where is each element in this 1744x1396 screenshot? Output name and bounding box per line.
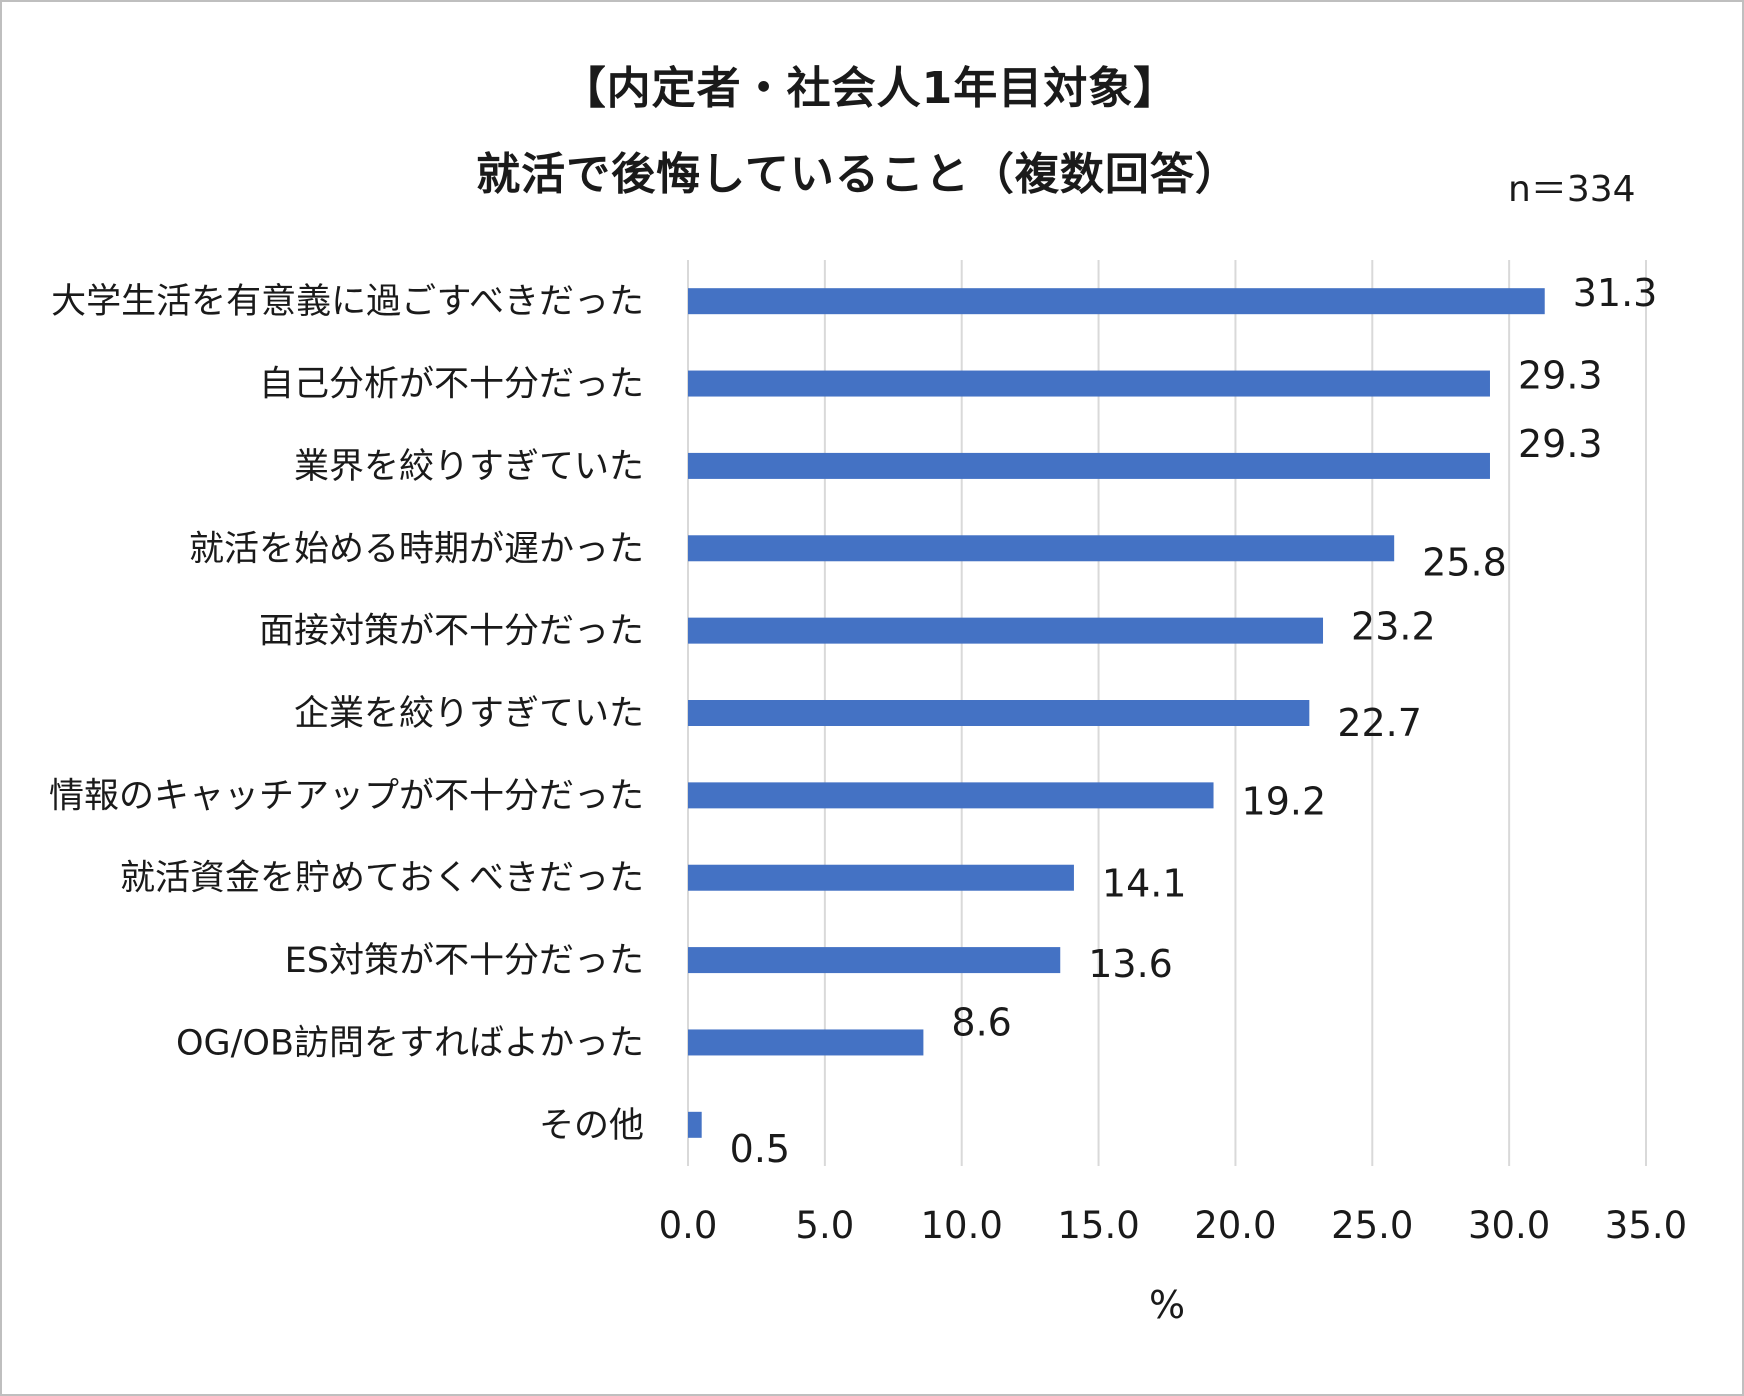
category-label: 大学生活を有意義に過ごすべきだった [51, 282, 644, 322]
bar [688, 1111, 702, 1138]
category-label: ES対策が不十分だった [285, 941, 644, 981]
category-labels: 大学生活を有意義に過ごすべきだった自己分析が不十分だった業界を絞りすぎていた就活… [49, 282, 644, 1146]
x-axis-label: % [1149, 1283, 1185, 1327]
bar [688, 617, 1324, 644]
value-label: 19.2 [1242, 779, 1327, 823]
bar [688, 288, 1545, 315]
value-label: 14.1 [1102, 862, 1187, 906]
bar [688, 864, 1074, 891]
x-tick-label: 20.0 [1194, 1204, 1276, 1247]
value-label: 13.6 [1088, 942, 1173, 986]
x-tick-label: 5.0 [795, 1204, 854, 1247]
x-tick-label: 25.0 [1331, 1204, 1413, 1247]
value-label: 29.3 [1518, 422, 1603, 466]
bar [688, 370, 1490, 397]
value-label: 25.8 [1422, 540, 1507, 584]
x-tick-labels: 0.0 5.0 10.0 15.0 20.0 25.0 30.0 35.0 [659, 1204, 1688, 1247]
value-label: 23.2 [1351, 605, 1436, 649]
value-label: 0.5 [730, 1127, 790, 1171]
category-label: 企業を絞りすぎていた [294, 694, 644, 734]
category-label: 業界を絞りすぎていた [294, 447, 644, 487]
category-label: 就活資金を貯めておくべきだった [120, 859, 644, 899]
x-tick-label: 0.0 [659, 1204, 718, 1247]
sample-size-label: n＝334 [1508, 169, 1636, 210]
category-label: 面接対策が不十分だった [259, 612, 644, 652]
value-label: 31.3 [1573, 271, 1658, 315]
value-label: 22.7 [1337, 701, 1422, 745]
category-label: 情報のキャッチアップが不十分だった [49, 776, 644, 816]
bar [688, 947, 1061, 974]
category-label: 自己分析が不十分だった [259, 365, 644, 405]
value-labels: 31.3 29.3 29.3 25.8 23.2 22.719.2 14.1 13.6 8.6 0… [730, 271, 1658, 1171]
bar [688, 782, 1214, 809]
category-label: 就活を始める時期が遅かった [189, 529, 644, 569]
value-label: 8.6 [951, 1000, 1011, 1044]
x-tick-label: 15.0 [1057, 1204, 1139, 1247]
chart-title: 【内定者・社会人1年目対象】 [561, 63, 1179, 114]
category-label: OG/OB訪問をすればよかった [176, 1023, 644, 1063]
x-tick-label: 30.0 [1468, 1204, 1550, 1247]
chart-subtitle: 就活で後悔していること（複数回答） [476, 149, 1240, 200]
bars-group [688, 288, 1545, 1138]
category-label: その他 [539, 1106, 644, 1146]
bar [688, 700, 1310, 726]
x-tick-label: 35.0 [1605, 1204, 1687, 1247]
x-tick-label: 10.0 [921, 1204, 1003, 1247]
value-label: 29.3 [1518, 354, 1603, 398]
bar [688, 535, 1395, 562]
bar [688, 452, 1490, 479]
bar [688, 1029, 924, 1056]
